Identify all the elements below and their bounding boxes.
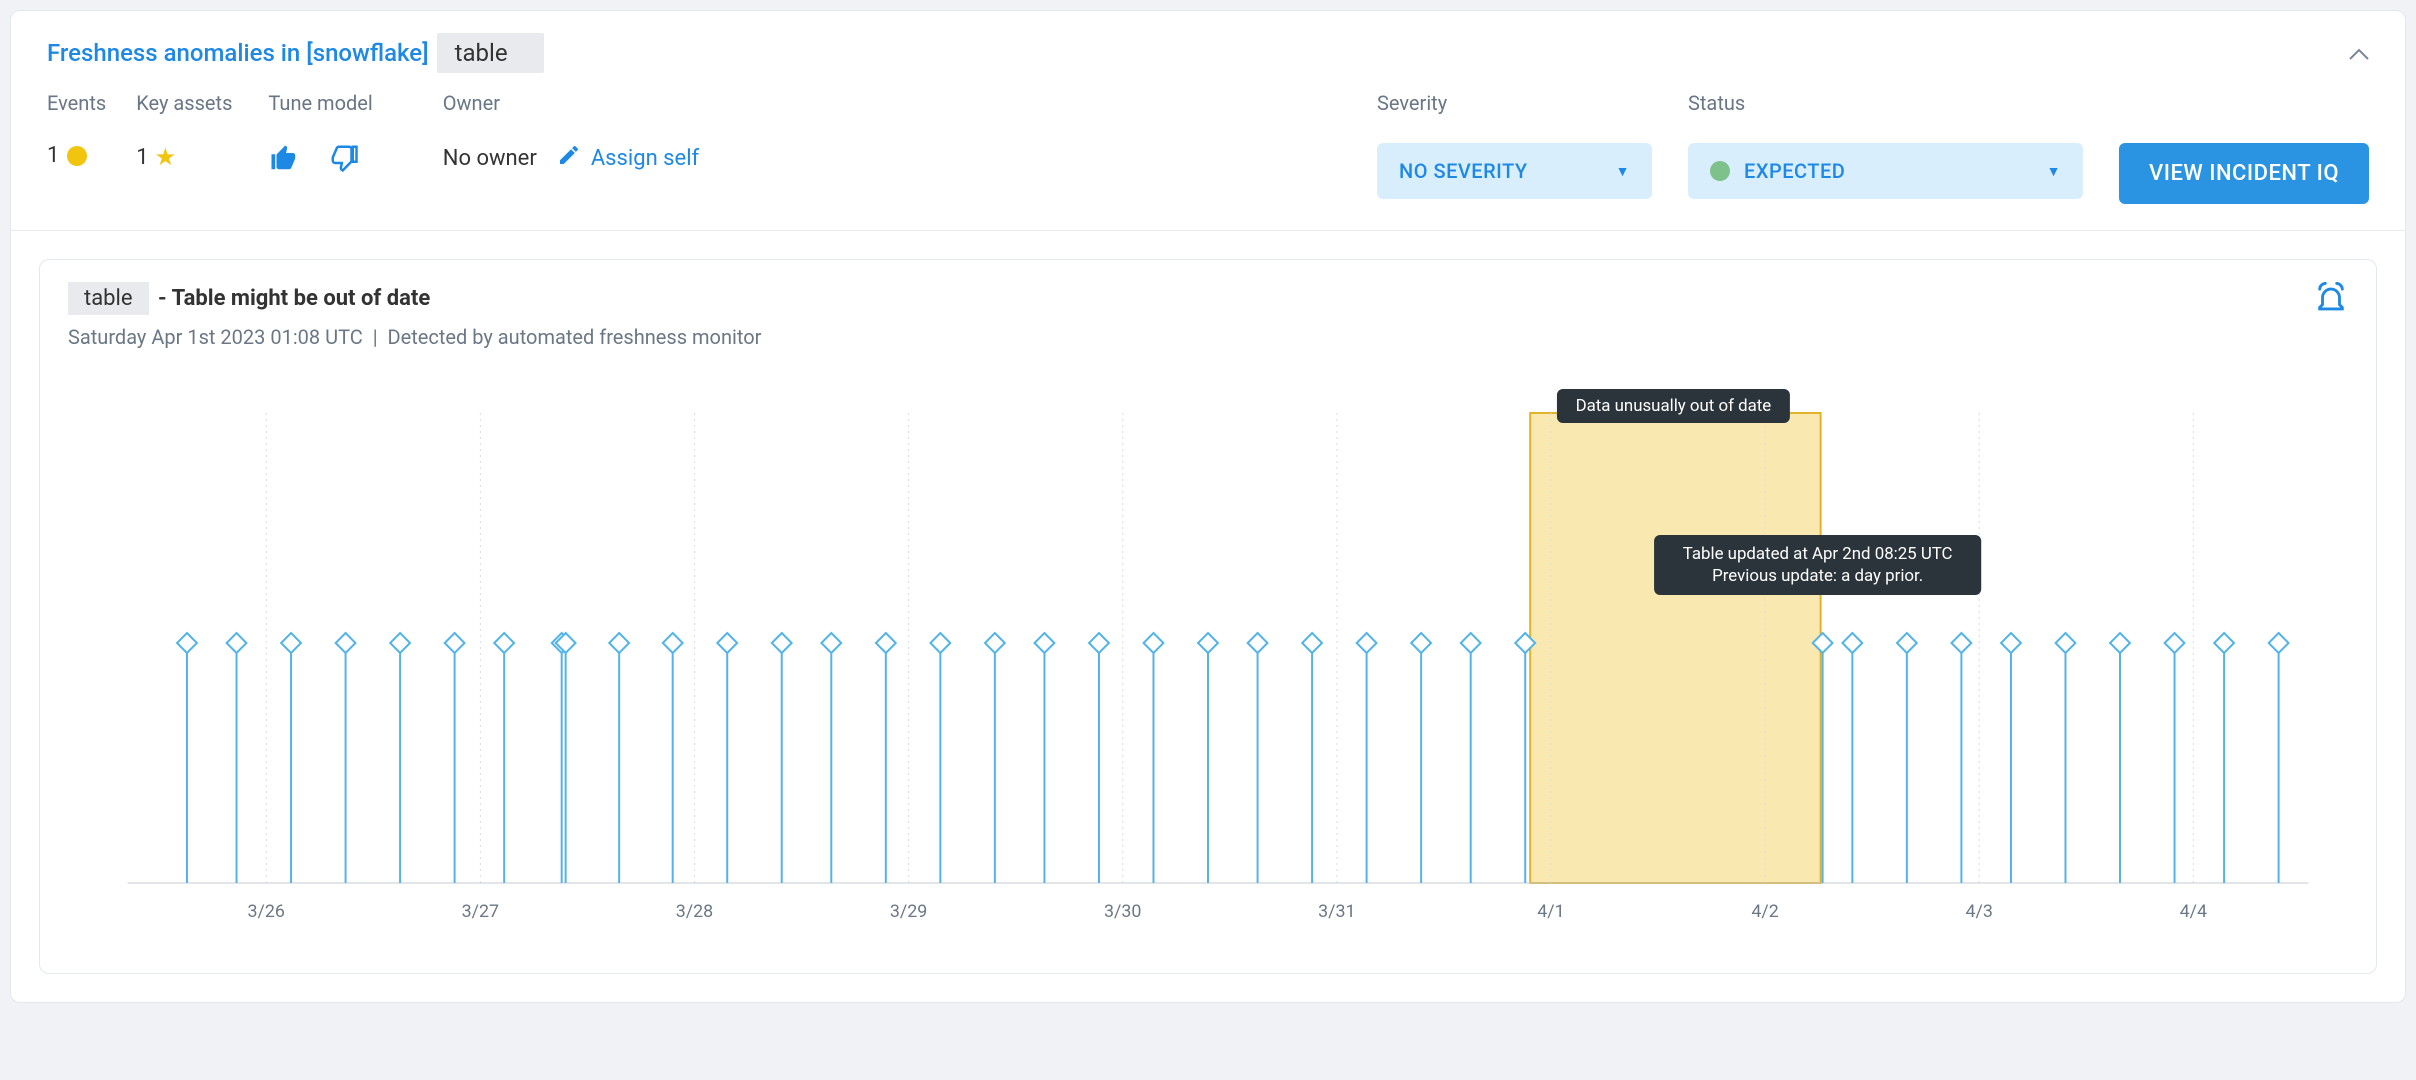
key-assets-label: Key assets — [136, 91, 232, 115]
status-value: EXPECTED — [1744, 159, 1845, 183]
svg-text:4/4: 4/4 — [2180, 901, 2207, 922]
timeline-svg: 3/26 3/27 3/28 3/29 3/30 3/31 4/1 4/2 4/3 4/4 Data… — [68, 383, 2348, 943]
chevron-up-icon — [2349, 48, 2369, 60]
thumbs-up-button[interactable] — [268, 143, 300, 179]
status-label: Status — [1688, 91, 2083, 115]
svg-text:Table updated at Apr 2nd 08:25: Table updated at Apr 2nd 08:25 UTC — [1683, 544, 1953, 564]
events-count: 1 — [47, 143, 59, 168]
thumbs-down-icon — [328, 143, 360, 173]
svg-text:3/28: 3/28 — [676, 901, 713, 922]
svg-text:Previous update: a day prior.: Previous update: a day prior. — [1712, 566, 1923, 586]
severity-col: Severity NO SEVERITY ▼ — [1377, 91, 1652, 199]
incident-title-tag: table — [437, 33, 544, 73]
key-assets-value: 1 ★ — [136, 143, 232, 171]
detail-subtitle: Saturday Apr 1st 2023 01:08 UTC | Detect… — [68, 325, 761, 349]
tune-model-label: Tune model — [268, 91, 372, 115]
controls-row: Events 1 Key assets 1 ★ Tune model — [11, 77, 2405, 231]
owner-value: No owner — [443, 146, 537, 171]
bell-icon — [2314, 282, 2348, 316]
severity-dropdown[interactable]: NO SEVERITY ▼ — [1377, 143, 1652, 199]
action-col: VIEW INCIDENT IQ — [2119, 91, 2369, 204]
svg-text:3/26: 3/26 — [248, 901, 285, 922]
svg-text:3/29: 3/29 — [890, 901, 927, 922]
detail-header: table - Table might be out of date Satur… — [68, 282, 2348, 349]
tune-model-col: Tune model — [268, 91, 372, 179]
detail-timestamp: Saturday Apr 1st 2023 01:08 UTC — [68, 325, 363, 349]
alert-bell-button[interactable] — [2314, 282, 2348, 324]
star-icon: ★ — [155, 143, 177, 171]
severity-label: Severity — [1377, 91, 1652, 115]
detail-detector: Detected by automated freshness monitor — [388, 325, 762, 349]
chevron-down-icon: ▼ — [1616, 163, 1630, 180]
incident-title: Freshness anomalies in [snowflake] table — [47, 33, 544, 73]
events-value: 1 — [47, 143, 106, 168]
events-dot-icon — [67, 146, 87, 166]
edit-owner-button[interactable] — [557, 143, 581, 173]
status-dot-icon — [1710, 161, 1730, 181]
chevron-down-icon: ▼ — [2047, 163, 2061, 180]
detail-title-suffix: - Table might be out of date — [158, 286, 430, 311]
key-assets-count: 1 — [136, 145, 148, 170]
incident-title-link[interactable]: Freshness anomalies in [snowflake] — [47, 39, 429, 67]
assign-self-link[interactable]: Assign self — [591, 146, 699, 171]
events-label: Events — [47, 91, 106, 115]
status-col: Status EXPECTED ▼ — [1688, 91, 2083, 199]
tune-model-value — [268, 143, 372, 179]
svg-text:3/31: 3/31 — [1318, 901, 1355, 922]
status-dropdown[interactable]: EXPECTED ▼ — [1688, 143, 2083, 199]
incident-header: Freshness anomalies in [snowflake] table — [11, 11, 2405, 77]
freshness-timeline-chart: 3/26 3/27 3/28 3/29 3/30 3/31 4/1 4/2 4/3 4/4 Data… — [68, 383, 2348, 943]
svg-text:3/30: 3/30 — [1104, 901, 1141, 922]
thumbs-down-button[interactable] — [328, 143, 360, 179]
pencil-icon — [557, 143, 581, 167]
key-assets-col: Key assets 1 ★ — [136, 91, 232, 171]
events-col: Events 1 — [47, 91, 106, 168]
incident-card: Freshness anomalies in [snowflake] table… — [10, 10, 2406, 1003]
svg-text:4/2: 4/2 — [1751, 901, 1778, 922]
thumbs-up-icon — [268, 143, 300, 173]
svg-text:Data unusually out of date: Data unusually out of date — [1576, 396, 1772, 416]
severity-value: NO SEVERITY — [1399, 159, 1528, 183]
incident-detail-panel: table - Table might be out of date Satur… — [39, 259, 2377, 974]
detail-title-tag: table — [68, 282, 149, 315]
collapse-button[interactable] — [2349, 41, 2369, 66]
svg-text:4/3: 4/3 — [1966, 901, 1993, 922]
owner-value-row: No owner Assign self — [443, 143, 699, 173]
svg-text:3/27: 3/27 — [462, 901, 499, 922]
detail-title: table - Table might be out of date — [68, 282, 761, 315]
owner-col: Owner No owner Assign self — [443, 91, 699, 173]
view-incident-iq-button[interactable]: VIEW INCIDENT IQ — [2119, 143, 2369, 204]
owner-label: Owner — [443, 91, 699, 115]
svg-text:4/1: 4/1 — [1537, 901, 1564, 922]
